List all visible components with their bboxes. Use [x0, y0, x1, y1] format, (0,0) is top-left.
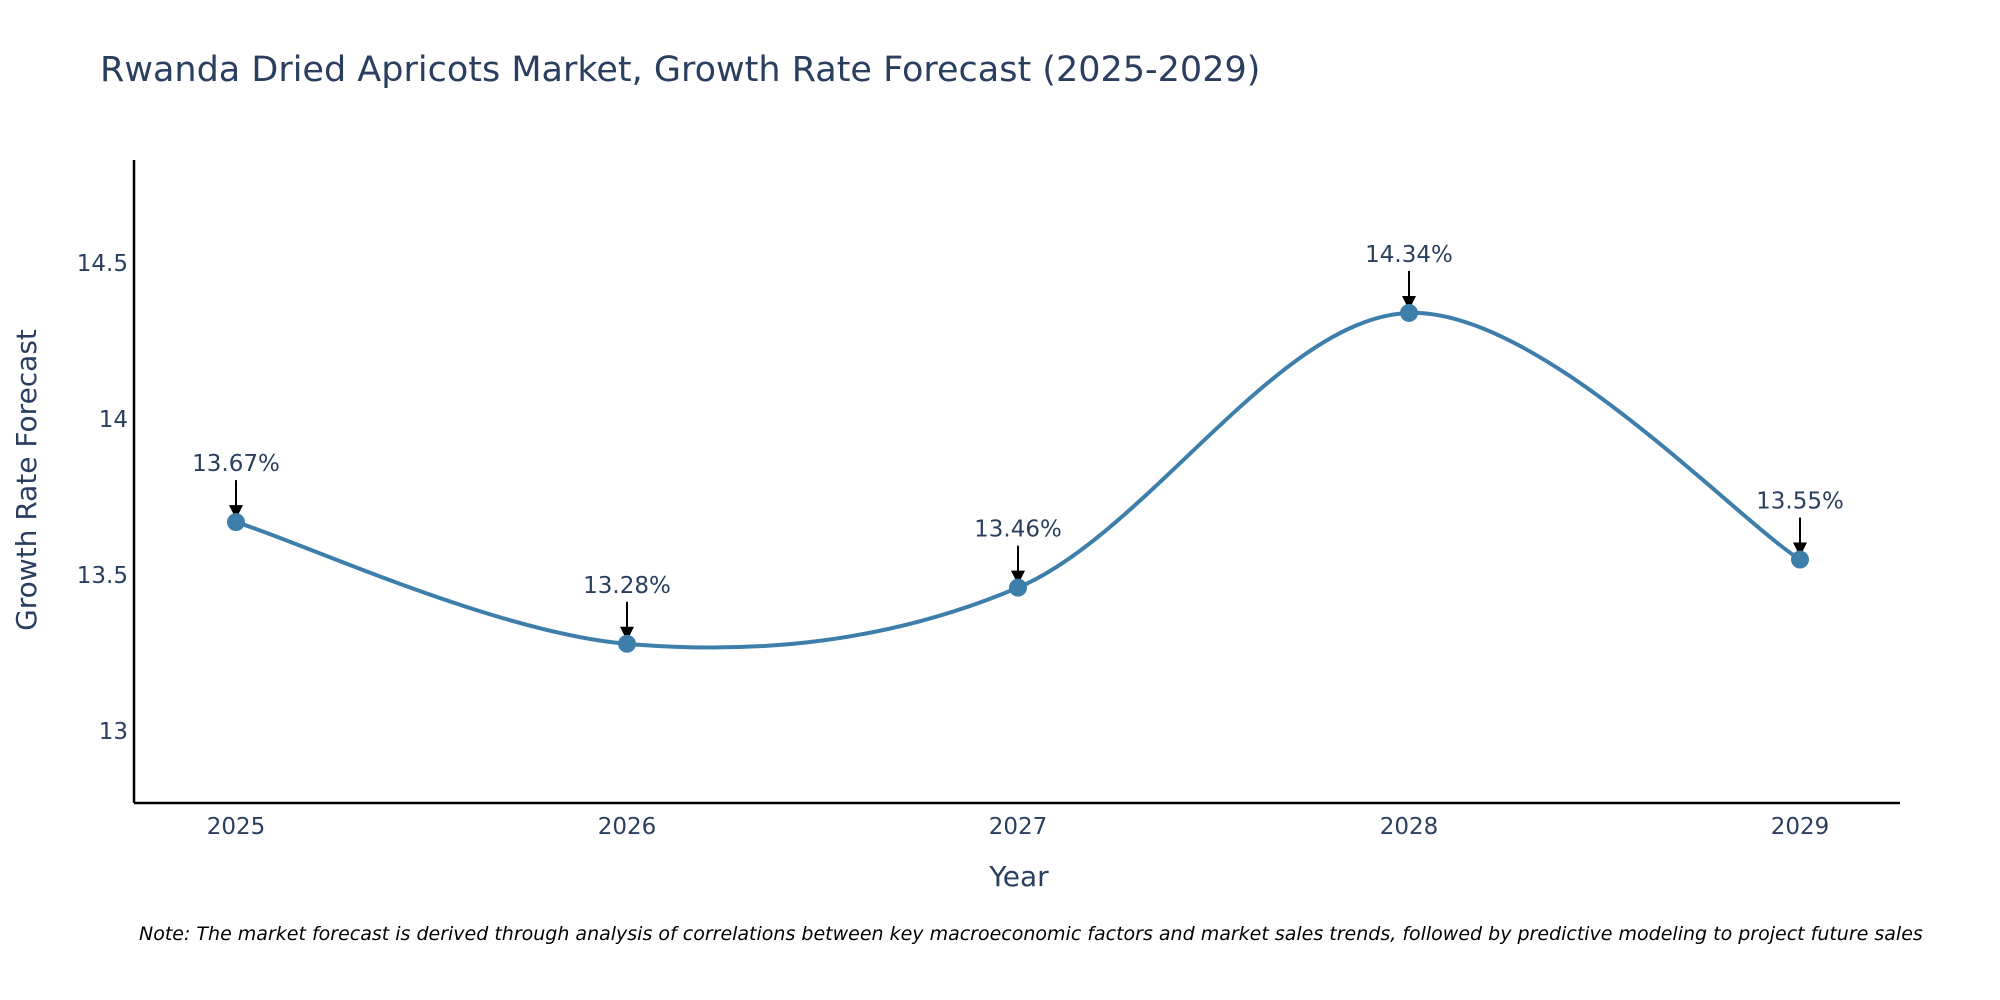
data-label: 13.46%: [974, 517, 1062, 543]
x-tick-label: 2026: [598, 814, 657, 840]
x-tick-label: 2028: [1380, 814, 1439, 840]
annotation-arrow-head: [1793, 542, 1807, 557]
x-tick-label: 2029: [1771, 814, 1830, 840]
data-label: 14.34%: [1365, 242, 1453, 268]
annotation-arrow-head: [1402, 295, 1416, 310]
data-label: 13.67%: [192, 451, 280, 477]
y-axis-title: Growth Rate Forecast: [10, 329, 43, 631]
annotation-arrow-head: [229, 505, 243, 520]
series-line: [235, 310, 1802, 650]
x-axis-ticks: 2025 2026 2027 2028 2029: [207, 814, 1830, 840]
data-label-annotations: 13.67% 13.28% 13.46% 14.34% 13.55%: [192, 242, 1844, 641]
data-point-2029[interactable]: [1791, 550, 1809, 569]
y-axis-ticks: 13 13.5 14 14.5: [77, 251, 128, 745]
x-tick-label: 2027: [989, 814, 1048, 840]
y-tick-label: 14.5: [77, 251, 128, 277]
data-point-2026[interactable]: [618, 634, 636, 653]
x-tick-label: 2025: [207, 814, 266, 840]
chart-title: Rwanda Dried Apricots Market, Growth Rat…: [100, 50, 1260, 90]
x-axis-title: Year: [988, 860, 1049, 893]
data-point-2025[interactable]: [227, 513, 245, 532]
y-tick-label: 14: [99, 407, 128, 433]
data-label: 13.28%: [583, 573, 671, 599]
y-tick-label: 13.5: [77, 563, 128, 589]
series-markers: [227, 303, 1809, 653]
annotation-arrow-head: [1011, 570, 1025, 585]
data-point-2027[interactable]: [1009, 578, 1027, 597]
data-label: 13.55%: [1756, 489, 1844, 515]
y-tick-label: 13: [99, 719, 128, 745]
plot-area: 13 13.5 14 14.5 2025 2026 2027 2028 2029 13.67%…: [77, 160, 1900, 840]
footnote: Note: The market forecast is derived thr…: [139, 923, 1923, 945]
data-point-2028[interactable]: [1400, 303, 1418, 322]
annotation-arrow-head: [620, 626, 634, 641]
